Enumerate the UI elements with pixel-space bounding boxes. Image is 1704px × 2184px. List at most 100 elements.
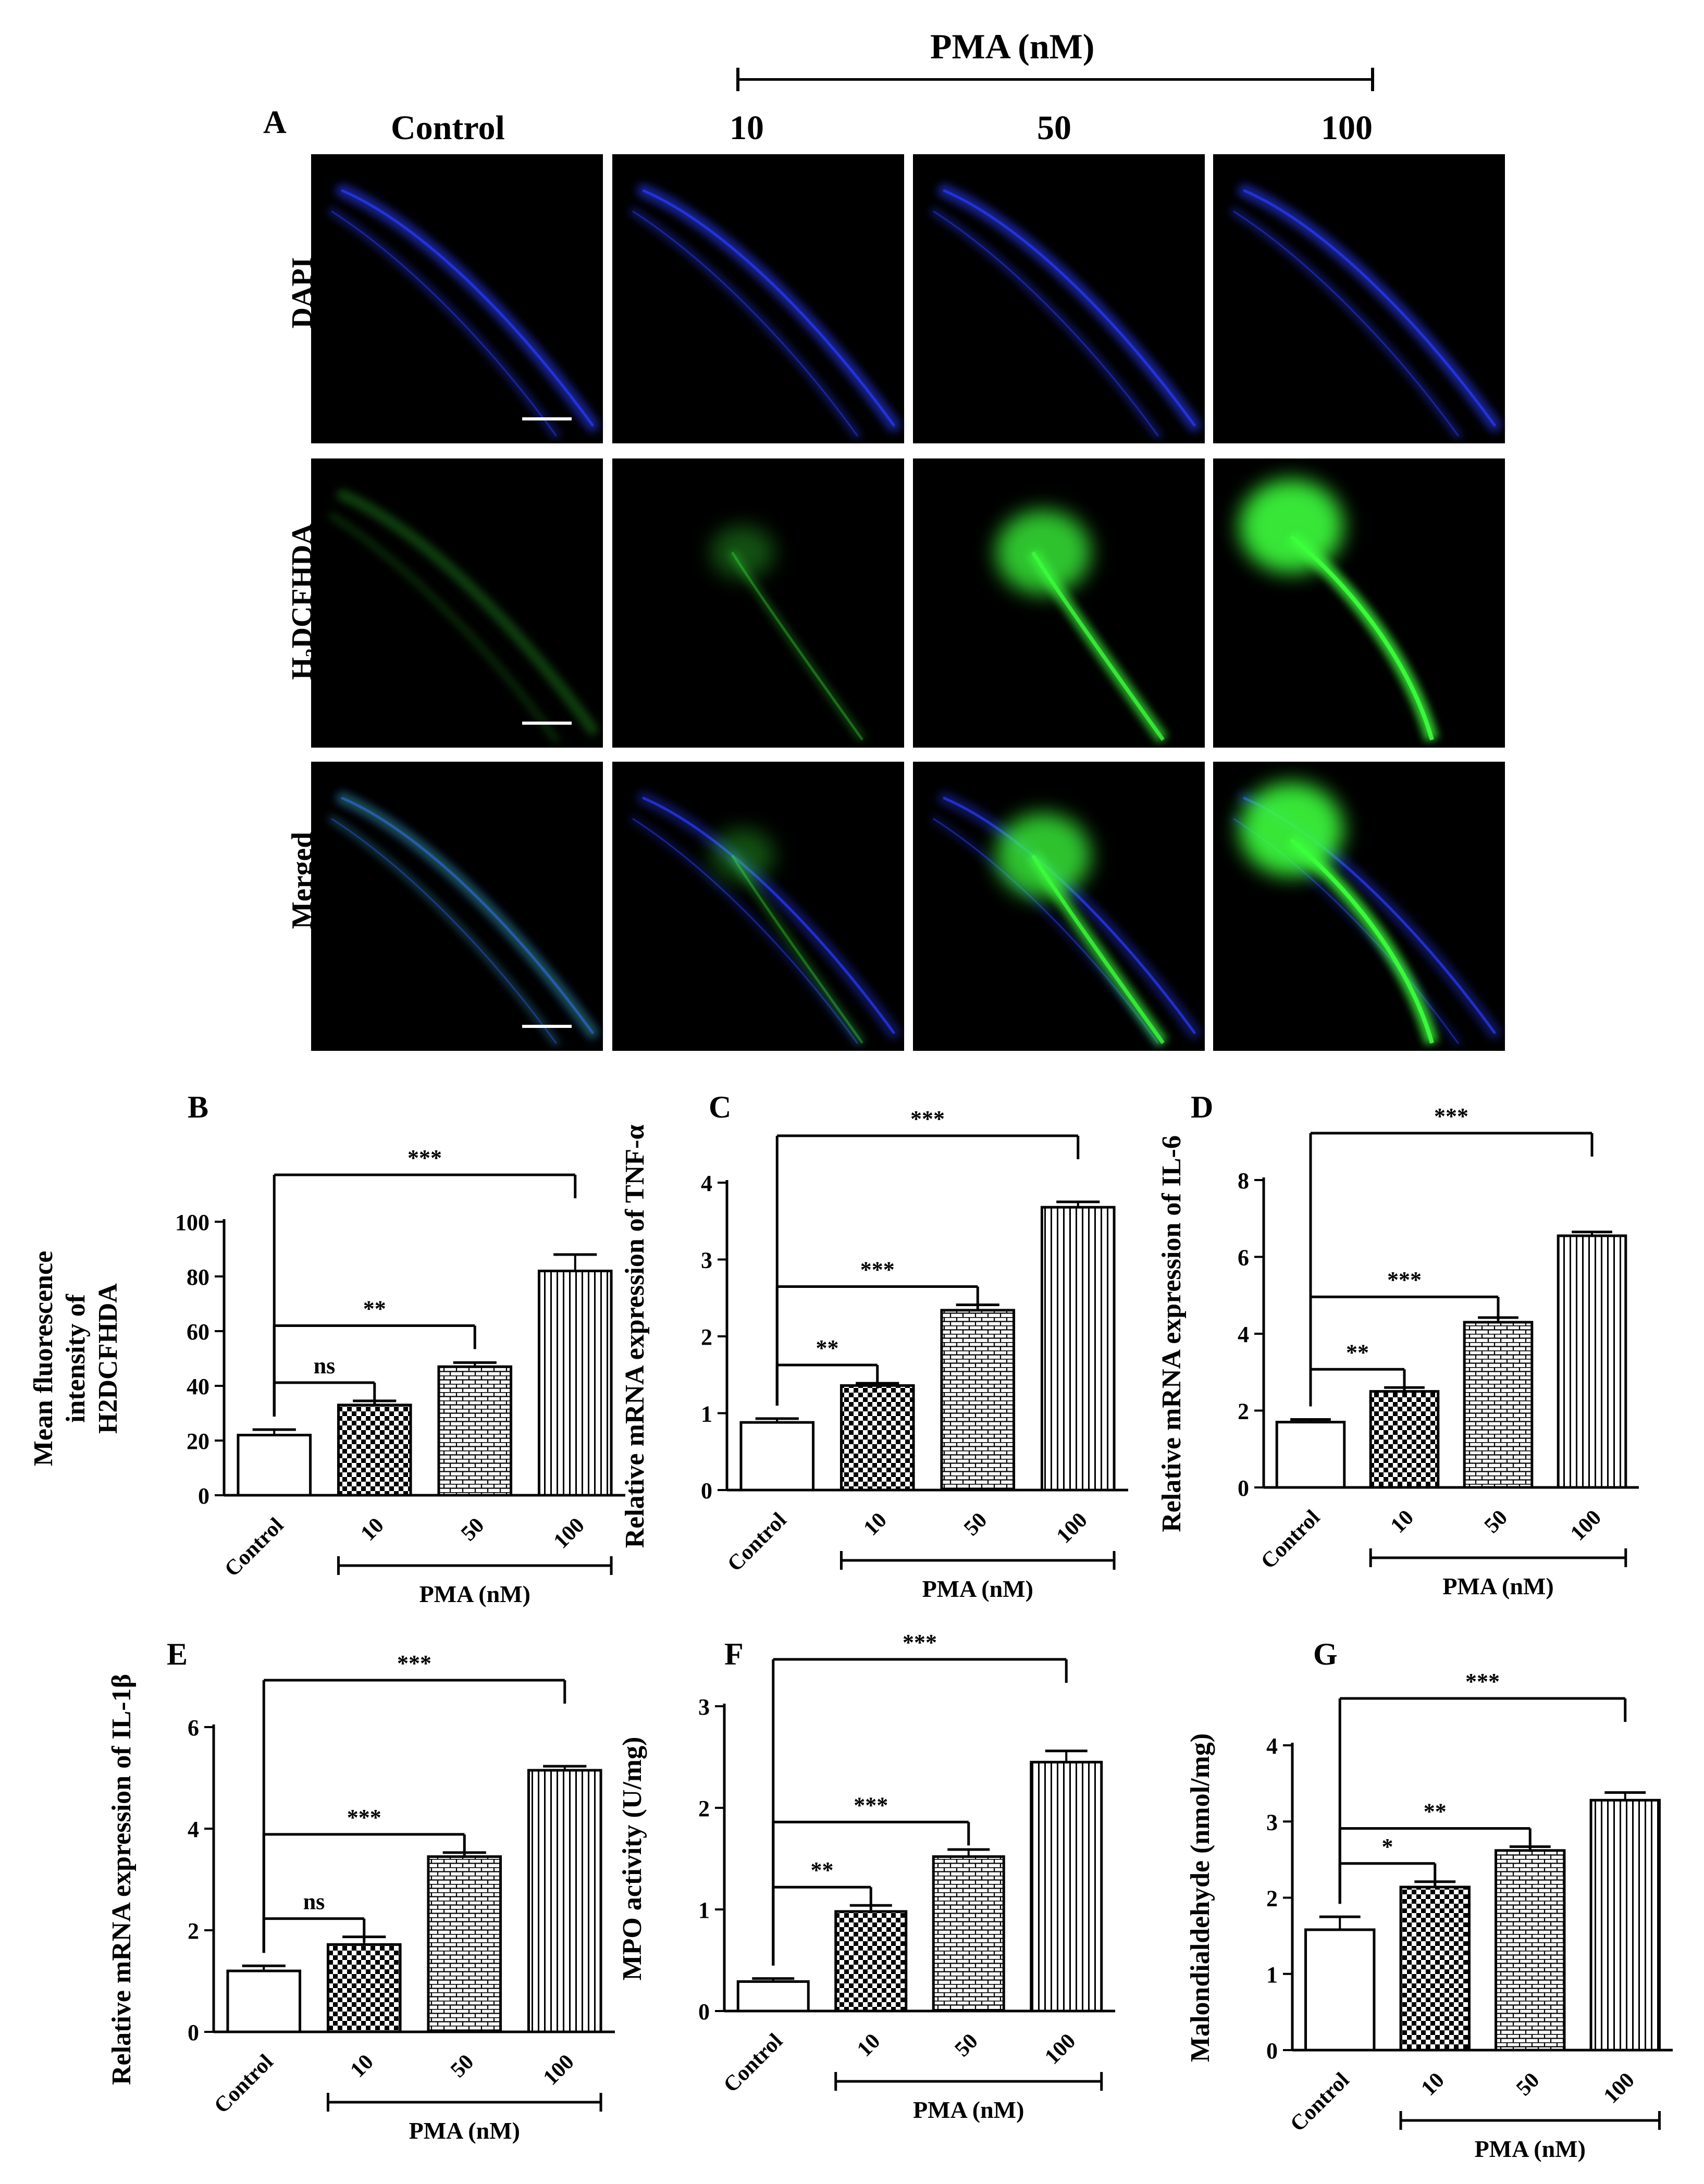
bar-B-100 bbox=[537, 1270, 613, 1497]
y-tick-label: 2 bbox=[188, 1918, 199, 1944]
x-tick-label-50: 50 bbox=[950, 2029, 983, 2062]
y-tick-label: 8 bbox=[1238, 1168, 1249, 1194]
y-axis-label: Relative mRNA expression of TNF-α bbox=[620, 1125, 650, 1548]
x-tick-label-Control: Control bbox=[723, 1508, 791, 1577]
bar-G-50 bbox=[1495, 1849, 1566, 2052]
bar-F-10 bbox=[834, 1910, 908, 2013]
x-tick-label-10: 10 bbox=[356, 1513, 389, 1546]
group-label: PMA (nM) bbox=[922, 1575, 1033, 1602]
pma-header-bracket-right-tick bbox=[1371, 68, 1374, 91]
y-tick-label: 3 bbox=[1266, 1809, 1278, 1835]
x-tick-label-100: 100 bbox=[1040, 2029, 1080, 2069]
significance-label: *** bbox=[854, 1792, 888, 1818]
x-tick-label-10: 10 bbox=[853, 2029, 885, 2062]
y-tick-label: 2 bbox=[698, 1796, 710, 1821]
bar-G-100 bbox=[1589, 1798, 1661, 2052]
bar-B-50 bbox=[437, 1365, 513, 1497]
group-label: PMA (nM) bbox=[1475, 2136, 1586, 2162]
bar-G-Control bbox=[1304, 1928, 1376, 2052]
column-label-control: Control bbox=[391, 109, 505, 147]
micrograph-blue-2 bbox=[913, 154, 1205, 443]
bar-C-50 bbox=[940, 1309, 1016, 1492]
chart-D: D 0 2 4 6 8 Relative mRNA expression of IL-6 Co… bbox=[1157, 1090, 1639, 1599]
x-tick-label-10: 10 bbox=[346, 2050, 378, 2082]
x-tick-label-50: 50 bbox=[446, 2050, 478, 2082]
y-tick-label: 80 bbox=[187, 1264, 209, 1290]
chart-F-letter: F bbox=[724, 1637, 744, 1671]
y-tick-label: 40 bbox=[187, 1374, 209, 1399]
significance-label: ** bbox=[1424, 1799, 1447, 1825]
x-tick-label-100: 100 bbox=[1566, 1506, 1606, 1546]
y-tick-label: 2 bbox=[1238, 1399, 1249, 1424]
significance-label: *** bbox=[910, 1106, 945, 1132]
x-tick-label-10: 10 bbox=[1417, 2068, 1449, 2101]
y-tick-label: 1 bbox=[1266, 1962, 1278, 1988]
x-tick-label-10: 10 bbox=[859, 1508, 892, 1541]
y-tick-label: 2 bbox=[701, 1324, 712, 1350]
bar-F-50 bbox=[932, 1855, 1005, 2013]
group-label: PMA (nM) bbox=[913, 2096, 1024, 2123]
column-label-50: 50 bbox=[1037, 109, 1071, 147]
y-tick-label: 0 bbox=[701, 1478, 712, 1504]
y-tick-label: 0 bbox=[188, 2020, 199, 2045]
y-axis-label: Mean fluorescenceintensity ofH2DCFHDA bbox=[29, 1251, 123, 1466]
pma-header-bracket-left-tick bbox=[736, 68, 739, 91]
y-tick-label: 0 bbox=[698, 1999, 710, 2025]
chart-B: B 0 20 40 60 80 100 Mean fluorescenceintensity … bbox=[29, 1090, 625, 1607]
significance-label: ns bbox=[314, 1353, 336, 1379]
bar-C-Control bbox=[739, 1421, 815, 1492]
x-tick-label-50: 50 bbox=[1480, 1506, 1512, 1538]
pma-header-bracket bbox=[737, 78, 1373, 81]
column-label-100: 100 bbox=[1321, 109, 1373, 147]
y-tick-label: 2 bbox=[1266, 1886, 1278, 1912]
micrograph-merged-2 bbox=[913, 762, 1205, 1051]
y-tick-label: 0 bbox=[1238, 1475, 1249, 1501]
bar-F-100 bbox=[1030, 1760, 1103, 2013]
y-tick-label: 6 bbox=[188, 1715, 199, 1741]
x-tick-label-50: 50 bbox=[959, 1508, 992, 1541]
micrograph-merged-1 bbox=[612, 762, 904, 1051]
y-tick-label: 1 bbox=[698, 1897, 710, 1923]
y-axis-label: Relative mRNA expression of IL-1β bbox=[107, 1674, 137, 2085]
y-tick-label: 0 bbox=[1266, 2038, 1278, 2064]
y-axis-label: Relative mRNA expression of IL-6 bbox=[1157, 1135, 1187, 1532]
chart-E-letter: E bbox=[167, 1637, 188, 1671]
bar-E-Control bbox=[226, 1969, 302, 2033]
y-tick-label: 3 bbox=[701, 1248, 712, 1273]
bar-B-Control bbox=[237, 1434, 312, 1497]
chart-C: C 0 1 2 3 4 Relative mRNA expression of TNF-α C… bbox=[620, 1090, 1128, 1602]
chart-G: G 0 1 2 3 4 Malondialdehyde (nmol/mg) Control 10… bbox=[1186, 1637, 1673, 2162]
y-tick-label: 100 bbox=[175, 1210, 209, 1235]
bar-E-50 bbox=[427, 1855, 502, 2033]
micrograph-blue-3 bbox=[1213, 154, 1505, 443]
bar-E-10 bbox=[326, 1943, 402, 2033]
y-tick-label: 6 bbox=[1238, 1245, 1249, 1271]
y-tick-label: 3 bbox=[698, 1694, 710, 1720]
panel-a-letter: A bbox=[263, 105, 287, 140]
y-tick-label: 20 bbox=[187, 1429, 209, 1454]
y-tick-label: 1 bbox=[701, 1401, 712, 1427]
micrograph-green-2 bbox=[913, 458, 1205, 748]
x-tick-label-100: 100 bbox=[549, 1513, 589, 1554]
significance-label: *** bbox=[1434, 1103, 1468, 1129]
bar-D-10 bbox=[1369, 1390, 1440, 1489]
x-tick-label-100: 100 bbox=[539, 2050, 579, 2090]
significance-label: *** bbox=[347, 1805, 381, 1830]
x-tick-label-50: 50 bbox=[1512, 2068, 1544, 2101]
y-axis-label: Malondialdehyde (nmol/mg) bbox=[1186, 1733, 1215, 2062]
bar-D-Control bbox=[1275, 1421, 1346, 1489]
x-tick-label-10: 10 bbox=[1386, 1506, 1418, 1538]
x-tick-label-Control: Control bbox=[209, 2050, 278, 2118]
micrograph-merged-3 bbox=[1213, 762, 1505, 1051]
bar-F-Control bbox=[736, 1980, 810, 2013]
y-tick-label: 4 bbox=[701, 1171, 712, 1196]
micrograph-green-0 bbox=[311, 458, 603, 748]
x-tick-label-Control: Control bbox=[1256, 1506, 1325, 1574]
micrograph-green-3 bbox=[1213, 458, 1505, 748]
chart-C-letter: C bbox=[709, 1090, 731, 1124]
significance-label: *** bbox=[397, 1651, 431, 1676]
significance-label: *** bbox=[1387, 1267, 1422, 1293]
chart-F: F 0 1 2 3 MPO activity (U/mg) Control 10 50 100 PM… bbox=[618, 1630, 1115, 2123]
significance-label: *** bbox=[408, 1145, 442, 1171]
